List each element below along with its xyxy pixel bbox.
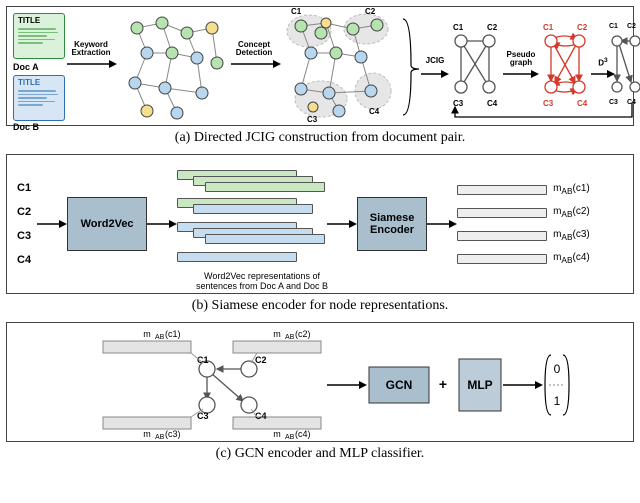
concept-a-c2: C2	[365, 7, 375, 16]
step5-label: D3	[593, 57, 613, 68]
arrow-2-icon	[231, 59, 281, 69]
pseudo-graph	[539, 29, 591, 101]
svg-text:(c4): (c4)	[295, 429, 311, 439]
b-out-1: mAB(c1)	[553, 183, 590, 196]
bracket-icon	[401, 17, 425, 117]
svg-text:(c1): (c1)	[165, 329, 181, 339]
svg-text:MLP: MLP	[467, 378, 492, 392]
svg-text:m: m	[143, 329, 151, 339]
svg-text:(c3): (c3)	[165, 429, 181, 439]
panel-b: C1 C2 C3 C4 Word2Vec Siamese Encoder mAB…	[6, 154, 634, 294]
b-sub-caption: Word2Vec representations of sentences fr…	[177, 271, 347, 291]
step5-sup: 3	[604, 57, 608, 64]
jcig-c2: C2	[487, 23, 497, 32]
concept-a-c4: C4	[369, 107, 379, 116]
caption-c: (c) GCN encoder and MLP classifier.	[6, 446, 634, 462]
jcig-graph	[449, 29, 501, 101]
svg-text:+: +	[439, 376, 447, 392]
svg-text:AB: AB	[155, 334, 165, 341]
svg-text:GCN: GCN	[386, 378, 413, 392]
siamese-block: Siamese Encoder	[357, 197, 427, 251]
svg-text:m: m	[273, 429, 281, 439]
pg-c1: C1	[543, 23, 553, 32]
arrow-3-icon	[421, 69, 449, 79]
svg-text:C3: C3	[197, 411, 209, 421]
svg-text:C2: C2	[255, 355, 267, 365]
doc-a-card: TITLE	[13, 13, 65, 59]
jcig-c1: C1	[453, 23, 463, 32]
panel-c-svg: mAB(c1) mAB(c2) mAB(c3) mAB(c4) C1 C2 C3…	[7, 323, 633, 441]
b-c1: C1	[17, 182, 31, 194]
svg-text:AB: AB	[155, 434, 165, 441]
doc-a-lines	[18, 28, 60, 46]
b-out-2: mAB(c2)	[553, 206, 590, 219]
caption-a: (a) Directed JCIG construction from docu…	[6, 130, 634, 146]
arrow-b1-icon	[37, 218, 67, 230]
dj-c1: C1	[609, 23, 618, 30]
b-out-3: mAB(c3)	[553, 229, 590, 242]
arrow-b4-icon	[427, 218, 457, 230]
loopback-arrow	[447, 103, 637, 125]
step3-label: JCIG	[421, 57, 449, 65]
b-outputs: mAB(c1) mAB(c2) mAB(c3) mAB(c4)	[457, 183, 590, 265]
svg-text:0: 0	[554, 362, 561, 376]
arrow-b2-icon	[147, 218, 177, 230]
svg-text:1: 1	[554, 394, 561, 408]
concept-a-c1: C1	[291, 7, 301, 16]
pg-c2: C2	[577, 23, 587, 32]
w2v-reps	[177, 170, 327, 278]
word2vec-block: Word2Vec	[67, 197, 147, 251]
svg-text:m: m	[143, 429, 151, 439]
doc-b-lines	[18, 90, 60, 108]
step2-label: Concept Detection	[232, 41, 276, 58]
concept-graph	[281, 11, 399, 123]
doc-b-title: TITLE	[18, 78, 40, 87]
doc-b-card: TITLE	[13, 75, 65, 121]
directed-jcig	[611, 29, 640, 101]
svg-text:AB: AB	[285, 334, 295, 341]
arrow-1-icon	[67, 59, 117, 69]
b-c2: C2	[17, 206, 31, 218]
caption-b: (b) Siamese encoder for node representat…	[6, 298, 634, 314]
b-out-4: mAB(c4)	[553, 252, 590, 265]
arrow-b3-icon	[327, 218, 357, 230]
doc-a-label: Doc A	[13, 62, 39, 72]
panel-a: TITLE Doc A TITLE Doc B Keyword Extracti…	[6, 6, 634, 126]
arrow-4-icon	[503, 69, 539, 79]
svg-text:AB: AB	[285, 434, 295, 441]
concept-a-c3: C3	[307, 115, 317, 124]
svg-text:m: m	[273, 329, 281, 339]
svg-text:(c2): (c2)	[295, 329, 311, 339]
b-c3: C3	[17, 230, 31, 242]
step4-label: Pseudo graph	[503, 51, 539, 68]
panel-c: mAB(c1) mAB(c2) mAB(c3) mAB(c4) C1 C2 C3…	[6, 322, 634, 442]
step1-label: Keyword Extraction	[69, 41, 113, 58]
dj-c2: C2	[627, 23, 636, 30]
keyword-graph	[117, 13, 232, 121]
doc-b-label: Doc B	[13, 122, 39, 132]
b-c4: C4	[17, 254, 31, 266]
doc-a-title: TITLE	[18, 16, 40, 25]
b-concept-labels: C1 C2 C3 C4	[17, 182, 31, 266]
